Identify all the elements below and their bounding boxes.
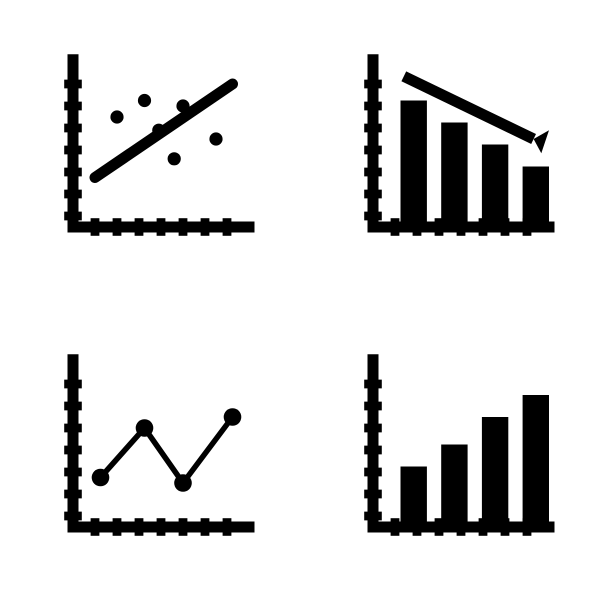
scatter-trend-icon — [40, 40, 260, 260]
cell-line-chart — [0, 300, 300, 600]
cell-declining-bars — [300, 0, 600, 300]
cell-increasing-bars — [300, 300, 600, 600]
increasing-bars-icon — [340, 340, 560, 560]
declining-bars-icon — [340, 40, 560, 260]
line-chart-icon — [40, 340, 260, 560]
chart-icon-grid — [0, 0, 600, 600]
cell-scatter-trend — [0, 0, 300, 300]
